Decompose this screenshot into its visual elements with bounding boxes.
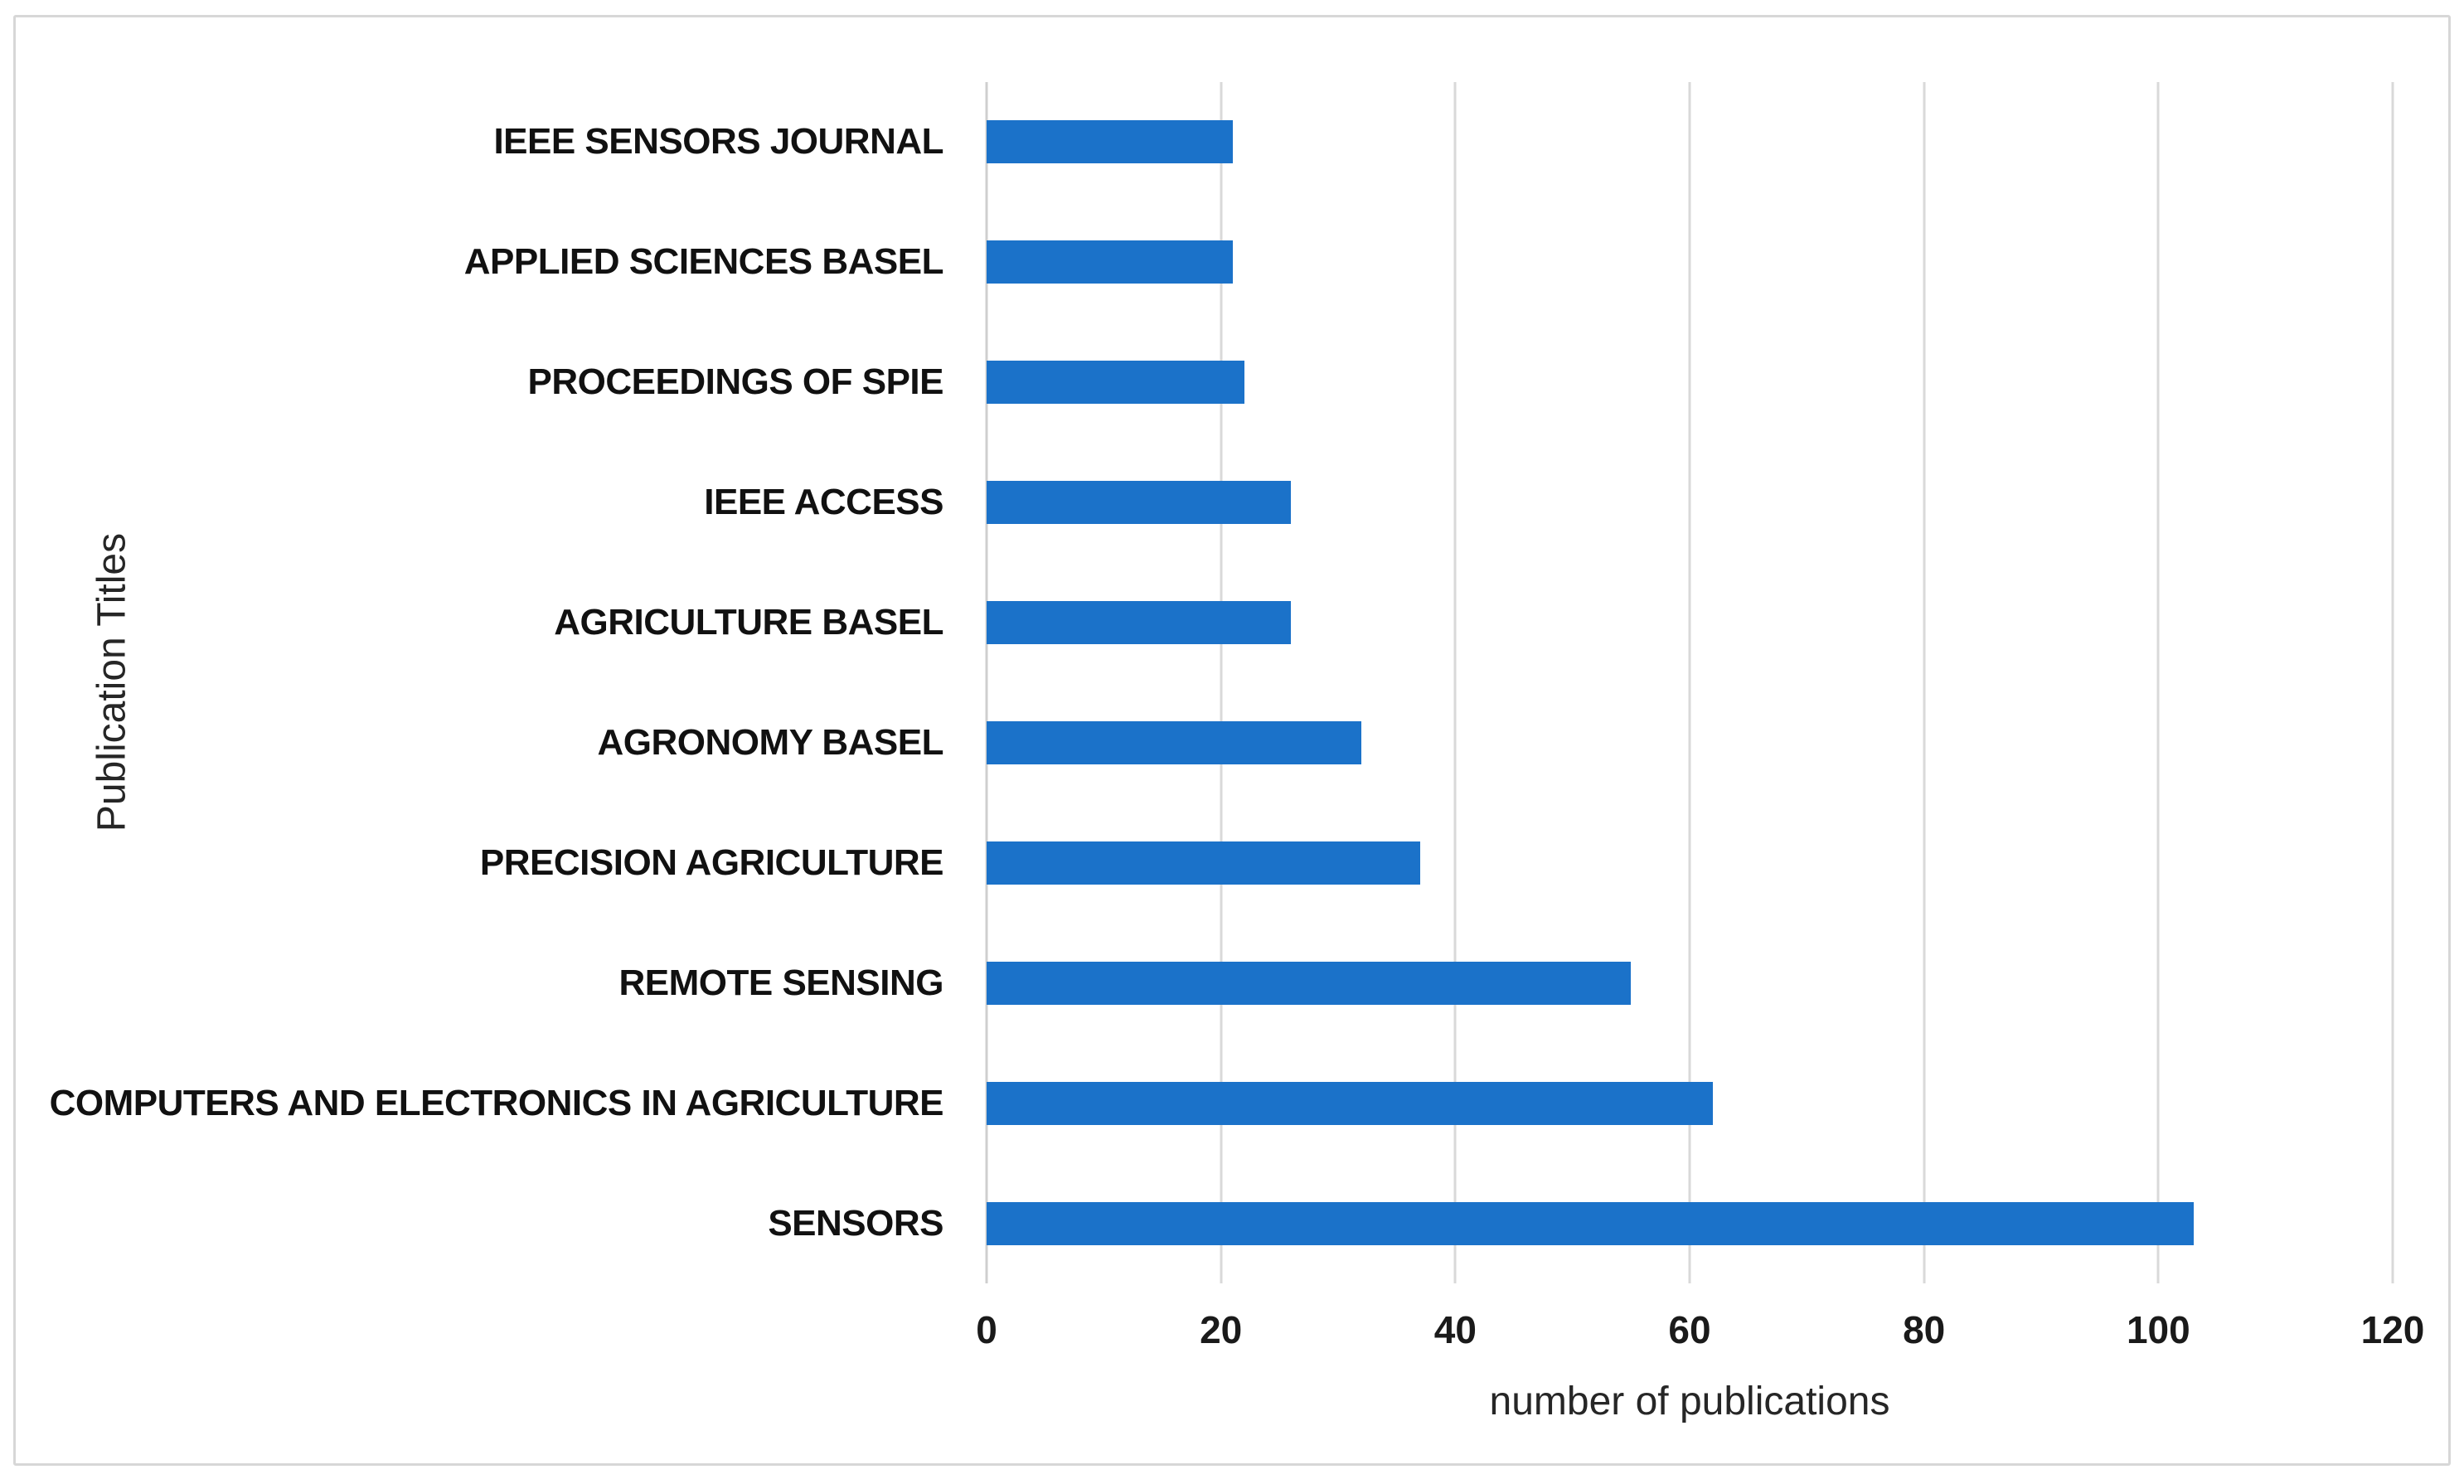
bar [987,720,1362,764]
x-tick-label: 60 [1668,1308,1711,1351]
bar [987,481,1292,525]
gridline [2156,82,2160,1283]
bar [987,361,1244,405]
gridline [1923,82,1926,1283]
x-tick-label: 100 [2126,1308,2190,1351]
x-tick-label: 20 [1200,1308,1243,1351]
gridline [1688,82,1691,1283]
bar [987,1201,2194,1245]
category-label: AGRONOMY BASEL [597,721,943,763]
x-tick-label: 40 [1433,1308,1477,1351]
category-label: IEEE SENSORS JOURNAL [493,121,943,162]
x-tick-label: 80 [1903,1308,1946,1351]
category-label: COMPUTERS AND ELECTRONICS IN AGRICULTURE [49,1082,944,1123]
category-axis: IEEE SENSORS JOURNAL APPLIED SCIENCES BAS… [49,82,965,1283]
bar [987,601,1292,645]
category-label: AGRICULTURE BASEL [554,602,943,643]
category-label: PRECISION AGRICULTURE [479,841,944,883]
plot-area [985,82,2394,1283]
gridline [1453,82,1457,1283]
category-label: REMOTE SENSING [618,962,944,1003]
category-label: SENSORS [768,1202,943,1244]
chart-frame: Publication Titles IEEE SENSORS JOURNAL A… [13,15,2451,1466]
bar [987,841,1420,885]
x-tick-label: 0 [976,1308,997,1351]
category-label: APPLIED SCIENCES BASEL [463,241,944,283]
x-tick-label: 120 [2360,1308,2425,1351]
gridline [1220,82,1223,1283]
bar [987,240,1233,284]
bar [987,961,1632,1005]
category-label: PROCEEDINGS OF SPIE [527,361,944,403]
bar [987,1081,1714,1125]
gridline [2391,82,2394,1283]
x-axis-title: number of publications [1489,1380,1890,1423]
value-axis-line [985,82,988,1283]
category-label: IEEE ACCESS [704,482,943,523]
bar [987,120,1233,164]
